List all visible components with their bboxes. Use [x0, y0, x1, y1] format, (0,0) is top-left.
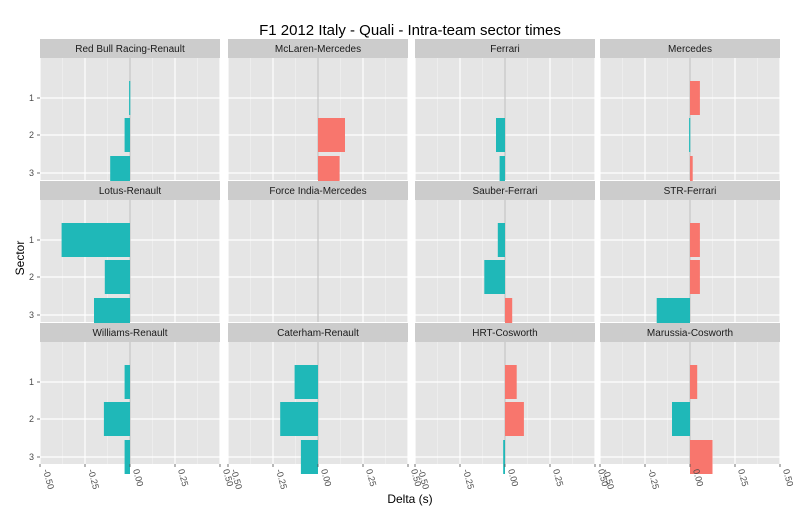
facet-strip-label: Red Bull Racing-Renault: [75, 44, 185, 55]
bar-sector-2: [280, 402, 318, 436]
facet-strip: [600, 181, 780, 200]
facet-strip: [228, 323, 408, 342]
facet-hrt-cosworth: HRT-Cosworth-0.50 -0.25 0.00 0.25 0.50: [414, 323, 610, 490]
facet-marussia-cosworth: Marussia-Cosworth-0.50 -0.25 0.00 0.25 0.50: [599, 323, 795, 490]
facet-strip-label: Mercedes: [668, 44, 712, 55]
bar-sector-1: [294, 365, 318, 399]
facet-strip-label: HRT-Cosworth: [472, 328, 537, 339]
bar-sector-3: [690, 440, 713, 474]
bar-sector-1: [129, 81, 131, 115]
x-tick-label: 0.25: [551, 468, 565, 488]
bar-sector-1: [690, 81, 700, 115]
facet-strip-label: Williams-Renault: [92, 328, 167, 339]
x-tick-label: 0.00: [131, 468, 145, 488]
bar-sector-1: [505, 365, 517, 399]
bar-sector-2: [103, 402, 130, 436]
facet-strip-label: Caterham-Renault: [277, 328, 359, 339]
facet-grid: Red Bull Racing-Renault 1 2 3 McLaren-Merced…: [29, 39, 795, 490]
x-tick-label: 0.50: [596, 468, 610, 488]
y-tick-label: 2: [29, 130, 34, 140]
facet-caterham-renault: Caterham-Renault-0.50 -0.25 0.00 0.25 0.50: [227, 323, 423, 490]
bar-sector-2: [318, 118, 345, 152]
facet-strip: [600, 39, 780, 58]
facet-strip: [40, 323, 220, 342]
bar-sector-1: [690, 223, 700, 257]
x-tick-label: -0.25: [86, 468, 101, 490]
bar-sector-1: [61, 223, 130, 257]
x-tick-label: -0.25: [274, 468, 289, 490]
facet-strip-label: Lotus-Renault: [99, 186, 161, 197]
facet-strip: [40, 39, 220, 58]
y-tick-label: 3: [29, 452, 34, 462]
bar-sector-2: [496, 118, 505, 152]
y-tick-label: 3: [29, 168, 34, 178]
y-tick-label: 1: [29, 93, 34, 103]
y-tick-label: 1: [29, 235, 34, 245]
facet-strip: [415, 181, 595, 200]
bar-sector-2: [689, 118, 691, 152]
bar-sector-2: [484, 260, 505, 294]
x-tick-label: 0.25: [176, 468, 190, 488]
bar-sector-2: [124, 118, 130, 152]
facet-strip-label: Marussia-Cosworth: [647, 328, 733, 339]
x-tick-label: 0.00: [506, 468, 520, 488]
facet-strip: [415, 39, 595, 58]
facet-str-ferrari: STR-Ferrari: [599, 181, 781, 332]
facet-williams-renault: Williams-Renault 1 2 3 -0.50 -0.25 0.00 0.25 0.5…: [29, 323, 235, 490]
x-tick-label: 0.50: [409, 468, 423, 488]
facet-strip-label: Force India-Mercedes: [269, 186, 366, 197]
bar-sector-2: [672, 402, 690, 436]
facet-strip: [415, 323, 595, 342]
facet-strip: [600, 323, 780, 342]
bar-sector-2: [505, 402, 524, 436]
x-tick-label: -0.25: [461, 468, 476, 490]
x-tick-label: 0.00: [691, 468, 705, 488]
facet-force-india-mercedes: Force India-Mercedes: [227, 181, 409, 322]
facet-strip-label: Sauber-Ferrari: [472, 186, 537, 197]
x-tick-label: 0.50: [781, 468, 795, 488]
facet-mclaren-mercedes: McLaren-Mercedes: [227, 39, 409, 190]
x-tick-label: 0.25: [364, 468, 378, 488]
bar-sector-3: [503, 440, 505, 474]
bar-sector-2: [690, 260, 700, 294]
bar-sector-3: [505, 298, 513, 332]
x-tick-label: 0.25: [736, 468, 750, 488]
y-tick-label: 3: [29, 310, 34, 320]
bar-sector-3: [499, 156, 505, 190]
x-axis-title: Delta (s): [387, 492, 432, 506]
x-tick-label: 0.00: [319, 468, 333, 488]
bar-sector-3: [300, 440, 318, 474]
facet-strip: [228, 39, 408, 58]
facet-red-bull-racing-renault: Red Bull Racing-Renault 1 2 3: [29, 39, 221, 190]
facet-strip-label: Ferrari: [490, 44, 519, 55]
facet-strip: [40, 181, 220, 200]
bar-sector-3: [124, 440, 130, 474]
facet-strip: [228, 181, 408, 200]
bar-sector-1: [497, 223, 505, 257]
facet-mercedes: Mercedes: [599, 39, 781, 190]
facet-lotus-renault: Lotus-Renault 1 2 3: [29, 181, 221, 332]
y-tick-label: 2: [29, 272, 34, 282]
bar-sector-3: [690, 156, 693, 190]
x-tick-label: 0.50: [221, 468, 235, 488]
bar-sector-1: [124, 365, 130, 399]
facet-strip-label: McLaren-Mercedes: [275, 44, 361, 55]
y-tick-label: 1: [29, 377, 34, 387]
facet-sauber-ferrari: Sauber-Ferrari: [414, 181, 596, 332]
chart-title: F1 2012 Italy - Quali - Intra-team secto…: [259, 22, 561, 39]
y-tick-label: 2: [29, 414, 34, 424]
bar-sector-2: [104, 260, 130, 294]
y-axis-title: Sector: [13, 241, 27, 276]
x-tick-label: -0.50: [41, 468, 56, 490]
x-tick-label: -0.25: [646, 468, 661, 490]
bar-sector-1: [690, 365, 698, 399]
facet-strip-label: STR-Ferrari: [664, 186, 717, 197]
facet-ferrari: Ferrari: [414, 39, 596, 190]
